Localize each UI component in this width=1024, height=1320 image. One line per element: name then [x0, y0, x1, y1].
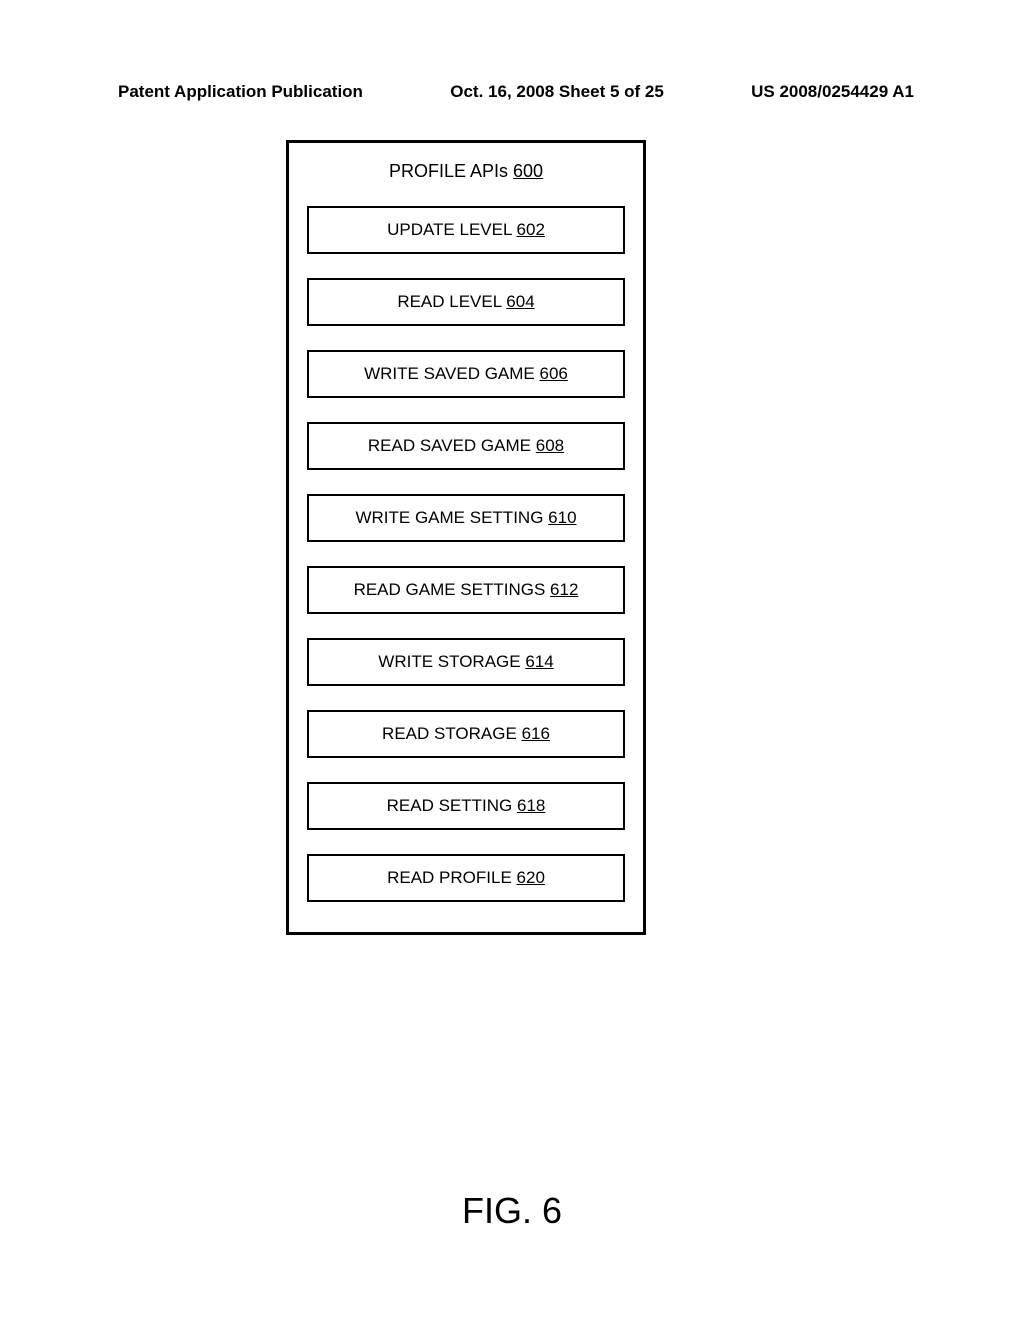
api-label: READ SETTING: [387, 796, 513, 815]
api-ref: 606: [540, 364, 568, 383]
api-ref: 610: [548, 508, 576, 527]
api-label: READ LEVEL: [397, 292, 501, 311]
api-label: WRITE SAVED GAME: [364, 364, 535, 383]
header-patent-number: US 2008/0254429 A1: [751, 82, 914, 102]
api-label: READ PROFILE: [387, 868, 512, 887]
api-label: READ GAME SETTINGS: [354, 580, 546, 599]
api-box-read-setting: READ SETTING 618: [307, 782, 625, 830]
api-box-read-level: READ LEVEL 604: [307, 278, 625, 326]
api-ref: 602: [517, 220, 545, 239]
diagram-title-text: PROFILE APIs: [389, 161, 508, 181]
api-ref: 620: [517, 868, 545, 887]
api-ref: 616: [522, 724, 550, 743]
profile-apis-container: PROFILE APIs 600 UPDATE LEVEL 602 READ L…: [286, 140, 646, 935]
api-label: READ SAVED GAME: [368, 436, 531, 455]
api-box-read-game-settings: READ GAME SETTINGS 612: [307, 566, 625, 614]
api-box-read-saved-game: READ SAVED GAME 608: [307, 422, 625, 470]
api-box-write-game-setting: WRITE GAME SETTING 610: [307, 494, 625, 542]
api-box-read-profile: READ PROFILE 620: [307, 854, 625, 902]
figure-label: FIG. 6: [0, 1190, 1024, 1232]
api-label: READ STORAGE: [382, 724, 517, 743]
api-label: WRITE STORAGE: [378, 652, 520, 671]
diagram-title-ref: 600: [513, 161, 543, 181]
api-ref: 604: [506, 292, 534, 311]
api-label: WRITE GAME SETTING: [355, 508, 543, 527]
api-ref: 614: [525, 652, 553, 671]
patent-header: Patent Application Publication Oct. 16, …: [118, 82, 914, 102]
api-label: UPDATE LEVEL: [387, 220, 512, 239]
api-ref: 608: [536, 436, 564, 455]
diagram-title: PROFILE APIs 600: [307, 161, 625, 182]
api-box-update-level: UPDATE LEVEL 602: [307, 206, 625, 254]
api-ref: 612: [550, 580, 578, 599]
api-box-read-storage: READ STORAGE 616: [307, 710, 625, 758]
api-box-write-saved-game: WRITE SAVED GAME 606: [307, 350, 625, 398]
header-publication-type: Patent Application Publication: [118, 82, 363, 102]
api-ref: 618: [517, 796, 545, 815]
api-box-write-storage: WRITE STORAGE 614: [307, 638, 625, 686]
header-date-sheet: Oct. 16, 2008 Sheet 5 of 25: [450, 82, 664, 102]
